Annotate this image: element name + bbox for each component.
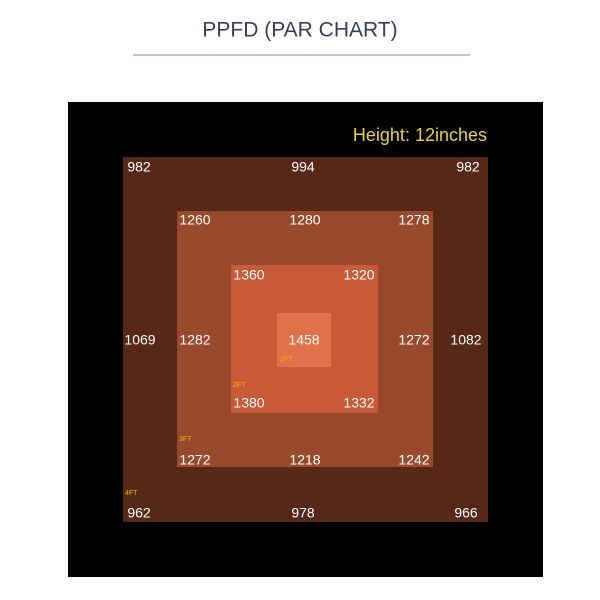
ppfd-value: 1260 (179, 212, 210, 228)
height-label: Height: 12inches (353, 125, 487, 145)
ppfd-value: 994 (291, 159, 315, 175)
ppfd-value: 1280 (289, 212, 320, 228)
zone-label: 1FT (280, 356, 293, 363)
ppfd-value: 962 (127, 505, 151, 521)
ppfd-value: 1282 (179, 332, 210, 348)
zones: 4FT 982 994 982 1069 1082 962 978 966 3FT 1260 1280… (123, 157, 488, 522)
ppfd-value: 982 (456, 159, 480, 175)
ppfd-value: 982 (127, 159, 151, 175)
ppfd-value: 1458 (288, 332, 319, 348)
ppfd-value: 1360 (233, 267, 264, 283)
ppfd-value: 1069 (124, 332, 155, 348)
title: PPFD (PAR CHART) (202, 19, 397, 42)
ppfd-value: 1242 (398, 452, 429, 468)
zone-area (277, 313, 331, 367)
ppfd-value: 978 (291, 505, 315, 521)
ppfd-value: 1332 (343, 395, 374, 411)
ppfd-value: 1272 (398, 332, 429, 348)
ppfd-value: 1218 (289, 452, 320, 468)
zone-label: 4FT (125, 490, 138, 497)
ppfd-value: 1278 (398, 212, 429, 228)
ppfd-value: 1272 (179, 452, 210, 468)
ppfd-value: 1082 (450, 332, 481, 348)
zone-label: 2FT (233, 382, 246, 389)
zone-label: 3FT (179, 436, 192, 443)
ppfd-value: 966 (454, 505, 478, 521)
ppfd-value: 1320 (343, 267, 374, 283)
ppfd-value: 1380 (233, 395, 264, 411)
